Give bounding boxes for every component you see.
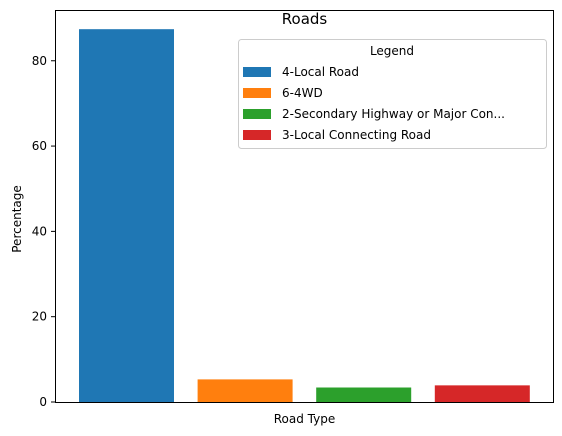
legend-label-2-secondary-highway-or-major-con: 2-Secondary Highway or Major Con... [282, 107, 505, 121]
y-tick-label: 40 [32, 224, 47, 238]
bar-6-4wd [197, 379, 293, 402]
legend: Legend 4-Local Road 6-4WD 2-Secondary High… [238, 39, 547, 149]
bar-2-secondary-highway-or-major-con [316, 387, 412, 402]
legend-items: 4-Local Road 6-4WD 2-Secondary Highway or … [243, 65, 505, 142]
bar-4-local-road [79, 29, 174, 402]
y-tick-label: 20 [32, 310, 47, 324]
legend-label-4-local-road: 4-Local Road [282, 65, 359, 79]
legend-label-3-local-connecting-road: 3-Local Connecting Road [282, 128, 431, 142]
y-tick-label: 0 [39, 395, 47, 409]
y-axis-label: Percentage [10, 185, 24, 253]
legend-label-6-4wd: 6-4WD [282, 86, 323, 100]
bar-3-local-connecting-road [434, 385, 530, 402]
bars-group [79, 29, 530, 402]
x-axis-label: Road Type [274, 412, 336, 426]
plot-frame [55, 10, 554, 403]
legend-swatch-6-4wd [243, 88, 271, 98]
legend-title: Legend [370, 44, 414, 58]
legend-swatch-2-secondary-highway-or-major-con [243, 109, 271, 119]
y-tick-label: 80 [32, 54, 47, 68]
chart-title: Roads [282, 10, 328, 28]
y-axis-ticks: 0 20 40 60 80 [32, 54, 55, 409]
y-tick-label: 60 [32, 139, 47, 153]
legend-swatch-4-local-road [243, 67, 271, 77]
legend-swatch-3-local-connecting-road [243, 130, 271, 140]
legend-box [238, 39, 547, 149]
